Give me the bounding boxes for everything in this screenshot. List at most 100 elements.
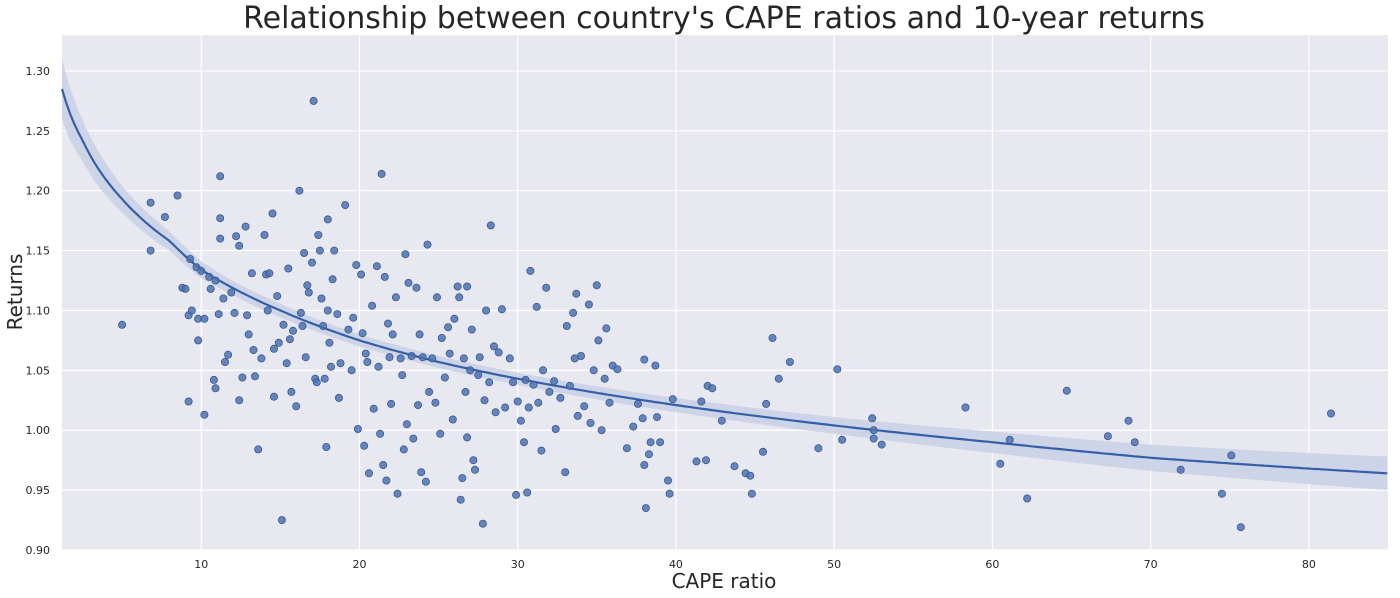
data-point: [398, 371, 407, 380]
data-point: [309, 96, 318, 105]
data-point: [814, 444, 823, 453]
data-point: [417, 468, 426, 477]
data-point: [521, 375, 530, 384]
data-point: [656, 438, 665, 447]
data-point: [357, 270, 366, 279]
data-point: [489, 342, 498, 351]
data-point: [402, 420, 411, 429]
data-point: [524, 403, 533, 412]
data-point: [486, 221, 495, 230]
data-point: [1005, 435, 1014, 444]
data-point: [358, 329, 367, 338]
data-point: [622, 444, 631, 453]
data-point: [364, 469, 373, 478]
y-tick-label: 1.00: [26, 424, 51, 437]
data-point: [638, 414, 647, 423]
y-tick-label: 1.25: [26, 125, 51, 138]
data-point: [501, 403, 510, 412]
data-point: [146, 246, 155, 255]
data-point: [613, 365, 622, 374]
data-point: [325, 338, 334, 347]
data-point: [336, 359, 345, 368]
data-point: [482, 306, 491, 315]
data-point: [388, 330, 397, 339]
data-point: [600, 374, 609, 383]
data-point: [353, 424, 362, 433]
data-point: [160, 212, 169, 221]
data-point: [458, 474, 467, 483]
data-point: [220, 357, 229, 366]
y-tick-label: 1.15: [26, 245, 51, 258]
data-point: [537, 446, 546, 455]
x-tick-label: 10: [194, 558, 208, 571]
data-point: [569, 308, 578, 317]
data-point: [200, 410, 209, 419]
data-point: [436, 429, 445, 438]
data-point: [197, 266, 206, 275]
data-point: [352, 260, 361, 269]
data-point: [361, 349, 370, 358]
data-point: [273, 292, 282, 301]
data-point: [260, 230, 269, 239]
data-point: [505, 354, 514, 363]
data-point: [653, 413, 662, 422]
data-point: [413, 401, 422, 410]
data-point: [277, 516, 286, 525]
data-point: [869, 426, 878, 435]
data-point: [303, 281, 312, 290]
data-point: [759, 447, 768, 456]
data-point: [640, 460, 649, 469]
data-point: [295, 186, 304, 195]
data-point: [565, 381, 574, 390]
data-point: [480, 396, 489, 405]
data-point: [184, 397, 193, 406]
data-point: [572, 289, 581, 298]
data-point: [265, 269, 274, 278]
data-point: [629, 422, 638, 431]
x-axis-label: CAPE ratio: [672, 569, 777, 593]
y-tick-label: 1.20: [26, 185, 51, 198]
data-point: [292, 402, 301, 411]
data-point: [542, 283, 551, 292]
data-point: [186, 254, 195, 263]
data-point: [323, 306, 332, 315]
data-point: [360, 441, 369, 450]
scatter-points-layer: [118, 96, 1336, 532]
data-point: [298, 321, 307, 330]
data-point: [534, 398, 543, 407]
data-point: [404, 278, 413, 287]
data-point: [529, 380, 538, 389]
data-point: [605, 398, 614, 407]
data-point: [431, 398, 440, 407]
data-point: [315, 246, 324, 255]
data-point: [241, 222, 250, 231]
data-point: [269, 392, 278, 401]
data-point: [341, 201, 350, 210]
data-point: [194, 336, 203, 345]
data-point: [877, 440, 886, 449]
data-point: [181, 284, 190, 293]
y-tick-label: 1.10: [26, 304, 51, 317]
data-point: [216, 234, 225, 243]
x-tick-label: 50: [827, 558, 841, 571]
data-point: [238, 373, 247, 382]
data-point: [768, 333, 777, 342]
data-point: [577, 351, 586, 360]
data-point: [263, 306, 272, 315]
data-point: [1217, 489, 1226, 498]
data-point: [363, 357, 372, 366]
tick-labels: 10 20 30 40 50 60 70 80 0.90 0.95 1.00 1.05 1.10 1.15…: [26, 65, 1316, 571]
data-point: [461, 387, 470, 396]
data-point: [409, 434, 418, 443]
data-point: [300, 248, 309, 257]
data-point: [516, 416, 525, 425]
data-point: [1130, 438, 1139, 447]
data-point: [640, 355, 649, 364]
data-point: [235, 241, 244, 250]
data-point: [328, 275, 337, 284]
data-point: [437, 333, 446, 342]
data-point: [1103, 432, 1112, 441]
data-point: [550, 377, 559, 386]
data-point: [641, 504, 650, 513]
